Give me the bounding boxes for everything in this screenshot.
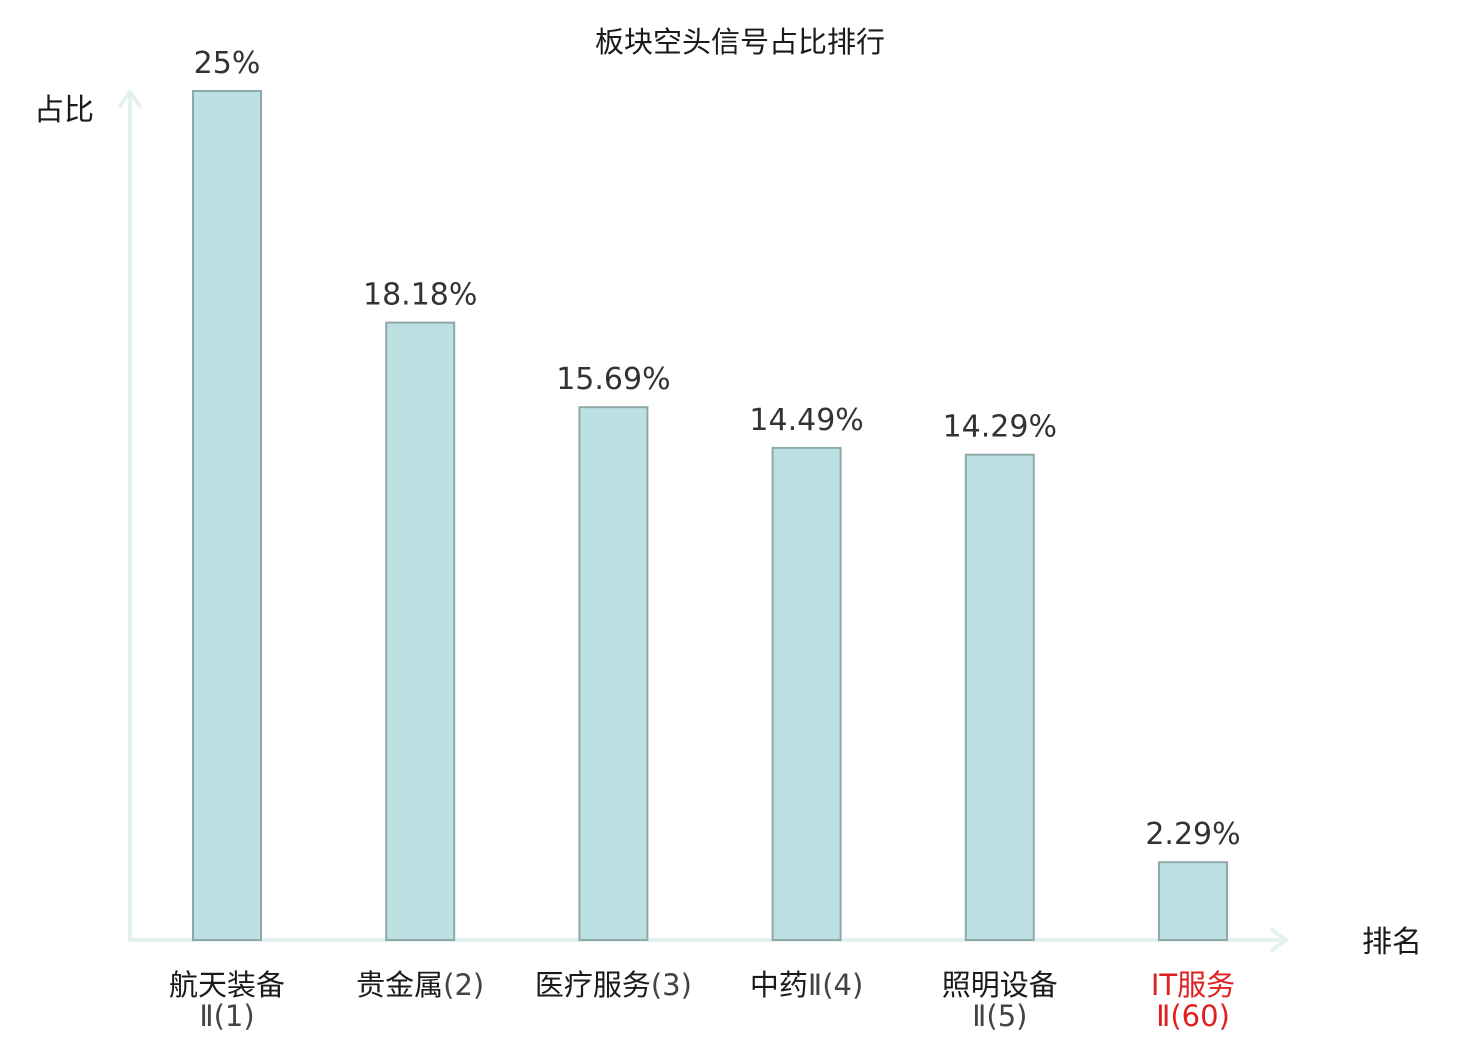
y-axis-arrow: [118, 90, 142, 108]
value-label-2: 18.18%: [363, 278, 477, 313]
chart-title: 板块空头信号占比排行: [595, 25, 885, 59]
category-labels-group: 航天装备 Ⅱ(1) 贵金属(2) 医疗服务(3) 中药Ⅱ(4) 照明设备 Ⅱ(5) IT服务 Ⅱ…: [169, 968, 1235, 1033]
value-labels-group: 25% 18.18% 15.69% 14.49% 14.29% 2.29%: [194, 46, 1241, 852]
value-label-4: 14.49%: [749, 403, 863, 438]
x-axis-arrow: [1270, 928, 1288, 952]
category-label-3: 医疗服务(3): [535, 968, 692, 1002]
bar-4: [771, 446, 842, 941]
bar-6: [1158, 861, 1228, 942]
value-label-3: 15.69%: [556, 362, 670, 397]
category-label-4: 中药Ⅱ(4): [750, 968, 863, 1002]
value-label-1: 25%: [194, 46, 261, 81]
value-label-5: 14.29%: [943, 410, 1057, 445]
category-label-1: 航天装备 Ⅱ(1): [169, 968, 285, 1033]
value-label-6: 2.29%: [1145, 817, 1240, 852]
x-axis-label: 排名: [1362, 925, 1422, 960]
bar-2: [385, 321, 456, 942]
y-axis-label: 占比: [34, 93, 94, 128]
bars-group: [192, 90, 1228, 942]
category-label-2: 贵金属(2): [356, 968, 484, 1002]
bar-3: [578, 406, 649, 941]
bar-1: [192, 90, 262, 941]
bar-5: [964, 453, 1035, 941]
category-label-5: 照明设备 Ⅱ(5): [942, 968, 1058, 1033]
category-label-6: IT服务 Ⅱ(60): [1151, 968, 1235, 1033]
